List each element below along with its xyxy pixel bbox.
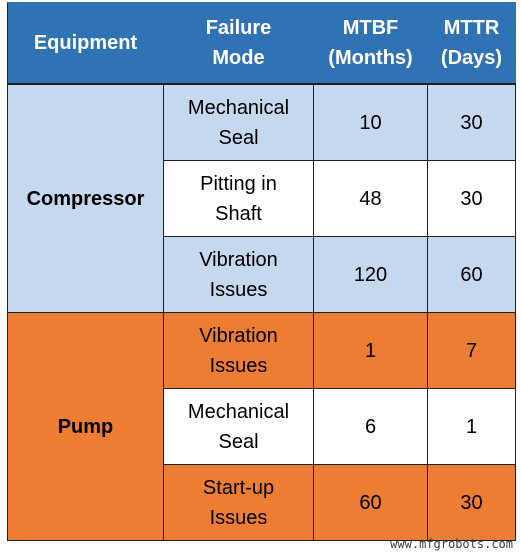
table-row: Compressor Mechanical Seal 10 30 (7, 83, 516, 313)
mtbf-cell: 1 (313, 312, 428, 389)
header-mtbf-text: MTBF (Months) (328, 17, 413, 69)
failure-mode-text: Vibration Issues (199, 248, 278, 301)
table-row: Vibration Issues 120 60 (8, 236, 516, 313)
header-equipment: Equipment (7, 2, 164, 85)
mttr-cell: 1 (427, 388, 516, 465)
mttr-cell: 30 (427, 83, 516, 161)
header-mttr-text: MTTR (Days) (440, 17, 503, 69)
mtbf-cell: 60 (313, 464, 428, 541)
failure-mode-cell: Vibration Issues (163, 312, 314, 389)
mttr-cell: 30 (427, 464, 516, 541)
header-row: Equipment Failure Mode MTBF (Months) MTTR(… (7, 2, 516, 85)
failure-mode-cell: Mechanical Seal (163, 83, 314, 161)
failure-mode-text: Pitting in Shaft (200, 172, 277, 225)
failure-mode-text: Vibration Issues (199, 324, 278, 377)
watermark: www.mfgrobots.com (390, 537, 513, 551)
mtbf-cell: 10 (313, 83, 428, 161)
mttr-cell: 30 (427, 160, 516, 237)
failure-mode-text: Mechanical Seal (187, 400, 290, 453)
mttr-cell: 7 (427, 312, 516, 389)
table-row: Start-up Issues 60 30 (8, 464, 516, 541)
header-mttr: MTTR (Days) (427, 2, 516, 85)
failure-mode-cell: Vibration Issues (163, 236, 314, 313)
header-failure-mode-text: Failure Mode (205, 17, 272, 69)
mttr-cell: 60 (427, 236, 516, 313)
header-failure-mode: Failure Mode (163, 2, 314, 85)
failure-mode-cell: Start-up Issues (163, 464, 314, 541)
mtbf-cell: 120 (313, 236, 428, 313)
table-row: Pitting in Shaft 48 30 (8, 160, 516, 237)
table-row: Mechanical Seal 6 1 (8, 388, 516, 465)
equipment-cell-compressor: Compressor (7, 83, 164, 313)
failure-mode-text: Start-up Issues (202, 476, 275, 529)
mtbf-cell: 6 (313, 388, 428, 465)
table-row: Pump Vibration Issues 1 7 (7, 312, 516, 541)
mtbf-cell: 48 (313, 160, 428, 237)
failure-mode-text: Mechanical Seal (187, 96, 290, 149)
header-mtbf: MTBF (Months) (313, 2, 428, 85)
failure-data-table: Equipment Failure Mode MTBF (Months) MTTR(… (7, 2, 516, 541)
failure-mode-cell: Mechanical Seal (163, 388, 314, 465)
failure-mode-cell: Pitting in Shaft (163, 160, 314, 237)
equipment-cell-pump: Pump (7, 312, 164, 541)
